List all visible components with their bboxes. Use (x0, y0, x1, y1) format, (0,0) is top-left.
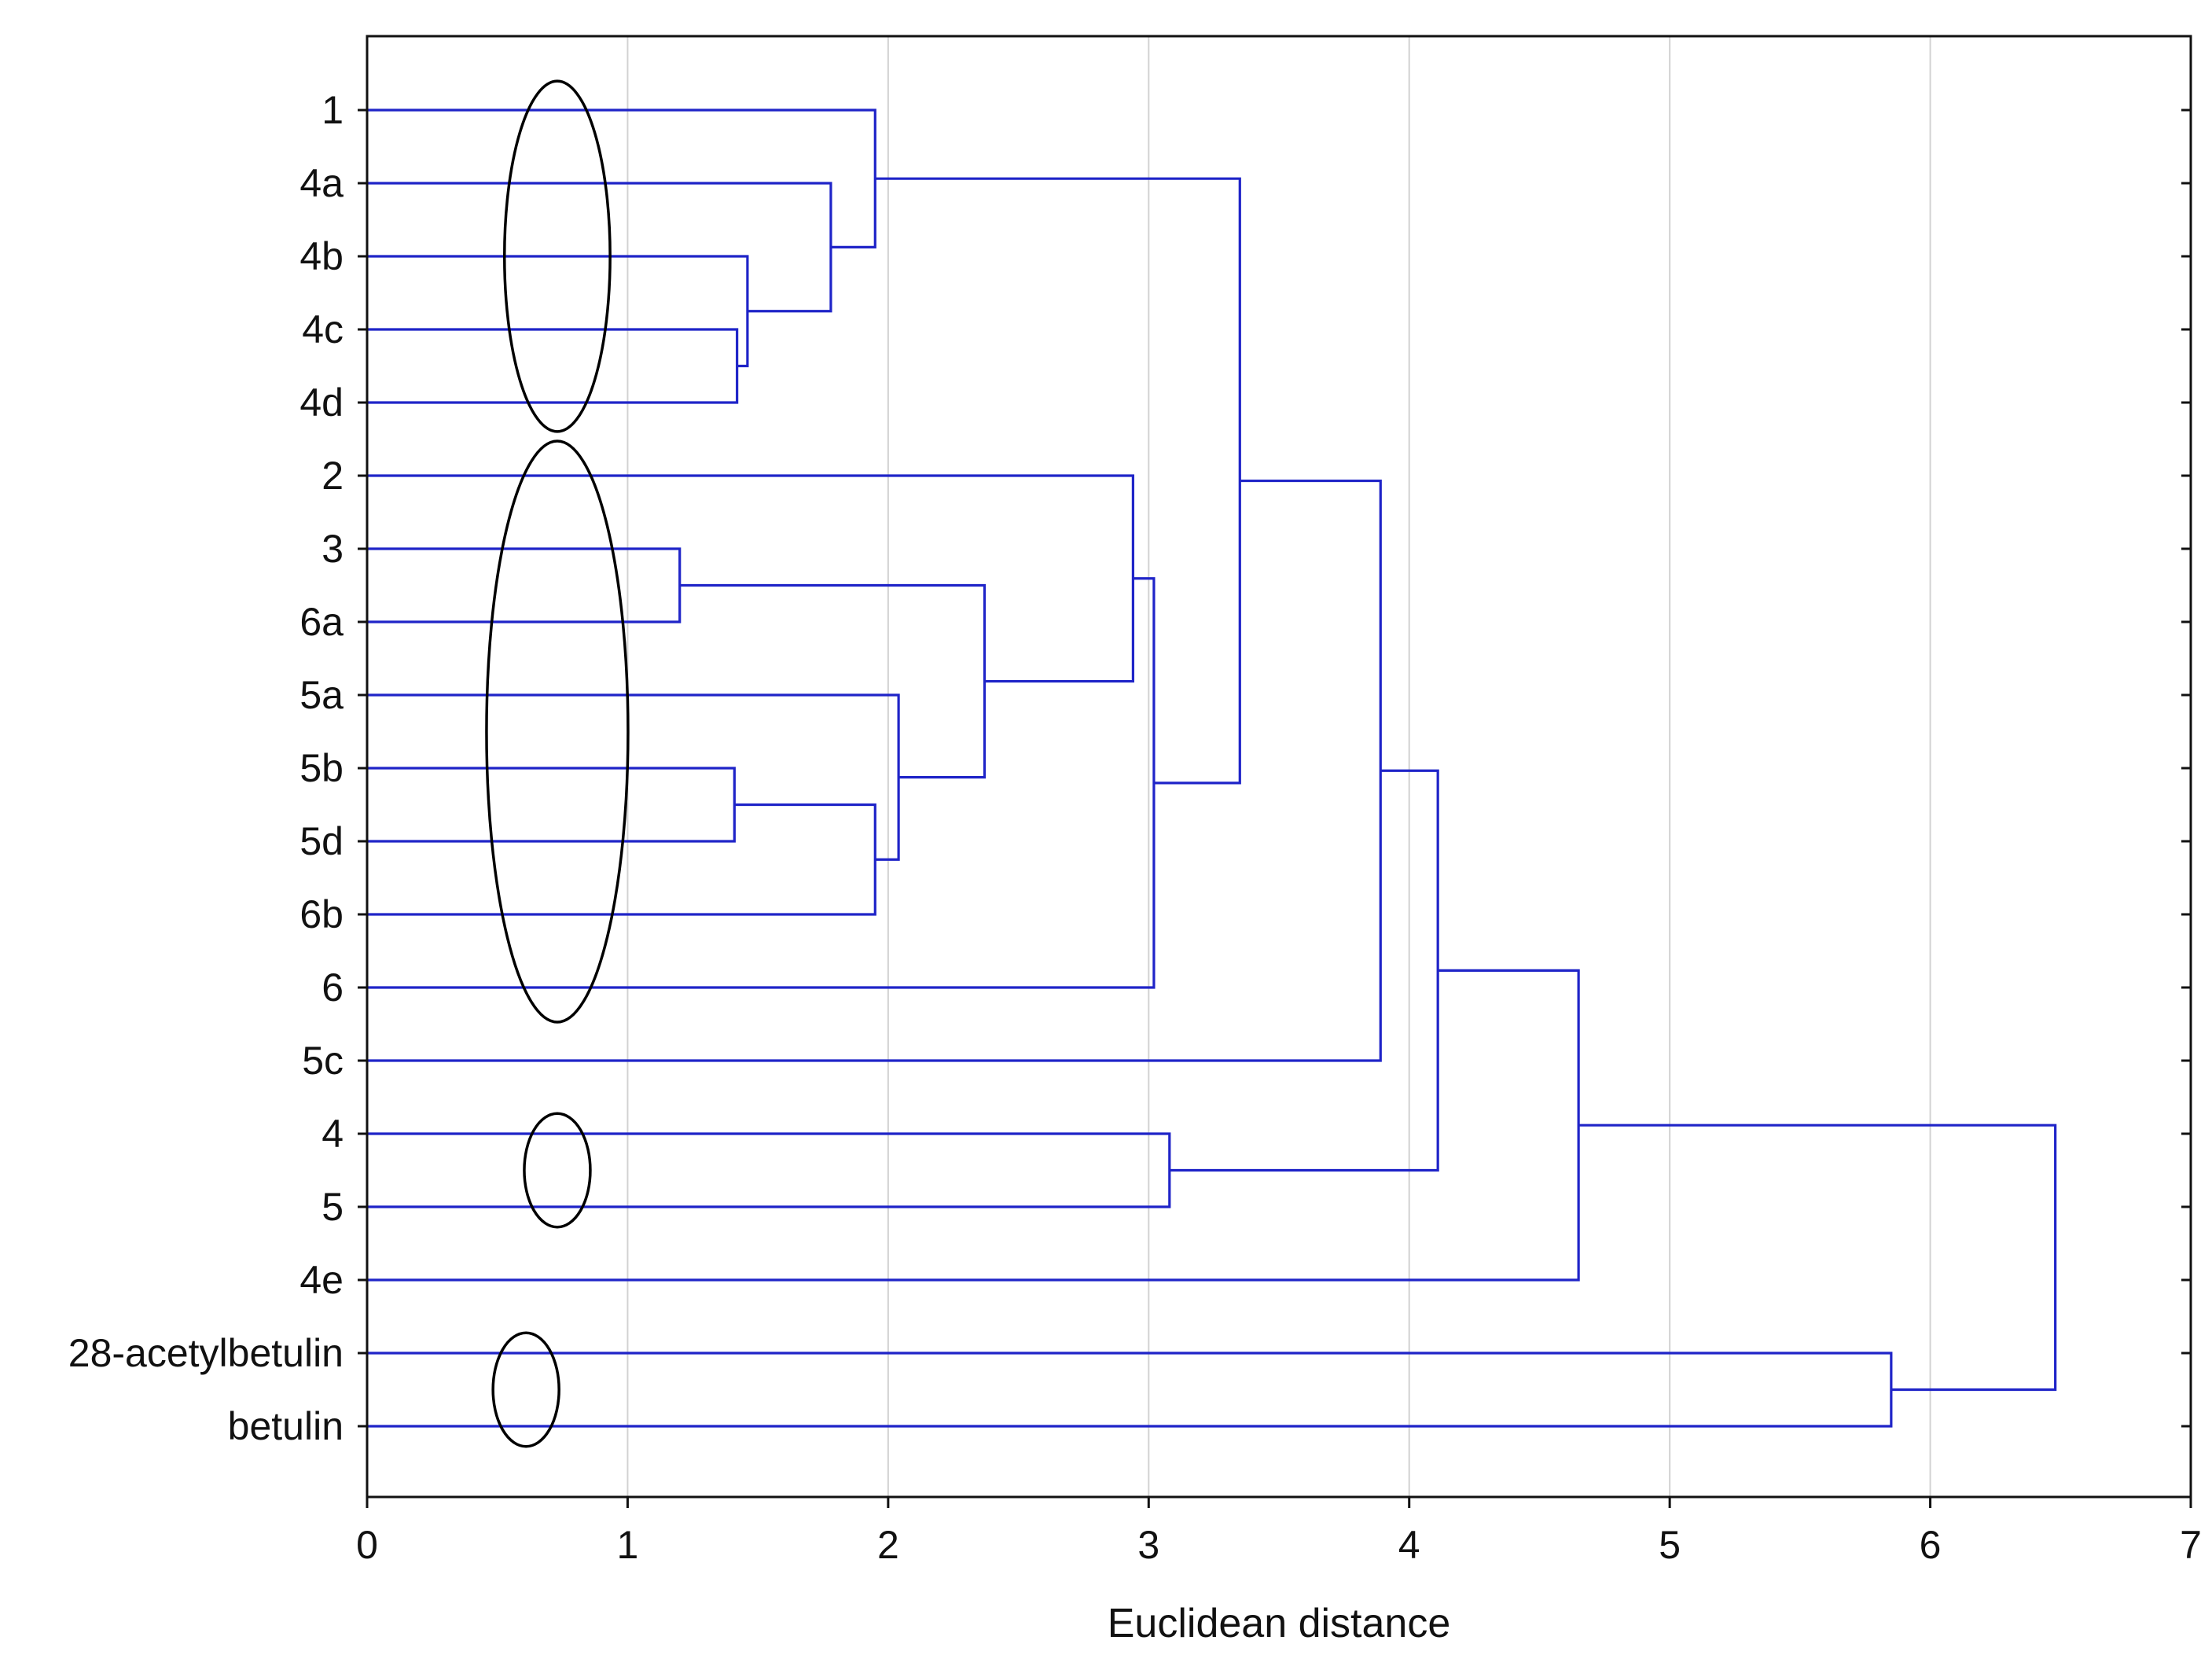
dendrogram-link (367, 182, 832, 313)
dendrogram-link (1169, 769, 1439, 1172)
dendrogram-link (367, 969, 1580, 1282)
dendrogram-links (367, 108, 2057, 1428)
leaf-label: 4b (299, 234, 344, 278)
leaf-label: 4d (299, 381, 344, 425)
leaf-labels: 1 4a 4b 4c 4d 2 3 6a 5a 5b 5d 6b 6 5c 4 5 4e 28-acetylbet… (68, 88, 2191, 1448)
cluster-group-markers (485, 79, 630, 1448)
dendrogram-link (367, 328, 739, 404)
dendrogram-link (367, 1352, 1893, 1428)
x-axis-title: Euclidean distance (1108, 1601, 1451, 1646)
dendrogram-link (367, 767, 736, 843)
grid (626, 36, 1931, 1497)
leaf-label: 4c (302, 307, 344, 351)
dendrogram-link (367, 1132, 1171, 1208)
leaf-label: 6 (322, 965, 344, 1010)
leaf-label: betulin (228, 1404, 344, 1448)
dendrogram-link (367, 255, 749, 368)
dendrogram-link (367, 547, 682, 623)
plot-frame (366, 35, 2192, 1499)
leaf-label: 1 (322, 88, 344, 132)
dendrogram-link (1578, 1124, 2057, 1392)
x-tick-label: 4 (1398, 1523, 1420, 1567)
x-axis: 0 1 2 3 4 5 6 7 (356, 1497, 2202, 1567)
leaf-label: 2 (322, 454, 344, 498)
leaf-label: 6b (299, 892, 344, 936)
dendrogram-link (875, 177, 1241, 785)
leaf-label: 4 (322, 1112, 344, 1156)
x-tick-label: 7 (2180, 1523, 2202, 1567)
x-tick-label: 6 (1920, 1523, 1942, 1567)
x-tick-label: 2 (877, 1523, 899, 1567)
cluster-ellipse (523, 1112, 592, 1229)
leaf-label: 5b (299, 746, 344, 790)
leaf-label: 4a (299, 161, 344, 205)
leaf-label: 3 (322, 527, 344, 571)
leaf-label: 6a (299, 600, 344, 644)
leaf-label: 28-acetylbetulin (68, 1331, 344, 1375)
leaf-label: 4e (299, 1258, 344, 1302)
dendrogram-link (367, 693, 900, 861)
cluster-ellipse (502, 79, 612, 433)
dendrogram-link (367, 577, 1156, 989)
dendrogram-link (367, 474, 1135, 683)
leaf-label: 5 (322, 1185, 344, 1229)
leaf-label: 5c (302, 1039, 344, 1083)
cluster-ellipse (491, 1331, 560, 1448)
x-tick-label: 1 (617, 1523, 639, 1567)
dendrogram-link (367, 108, 876, 248)
cluster-ellipse (485, 439, 630, 1024)
x-tick-label: 3 (1137, 1523, 1159, 1567)
x-tick-label: 0 (356, 1523, 378, 1567)
leaf-label: 5d (299, 819, 344, 863)
dendrogram-link (679, 583, 987, 779)
leaf-label: 5a (299, 673, 344, 717)
x-tick-label: 5 (1659, 1523, 1681, 1567)
